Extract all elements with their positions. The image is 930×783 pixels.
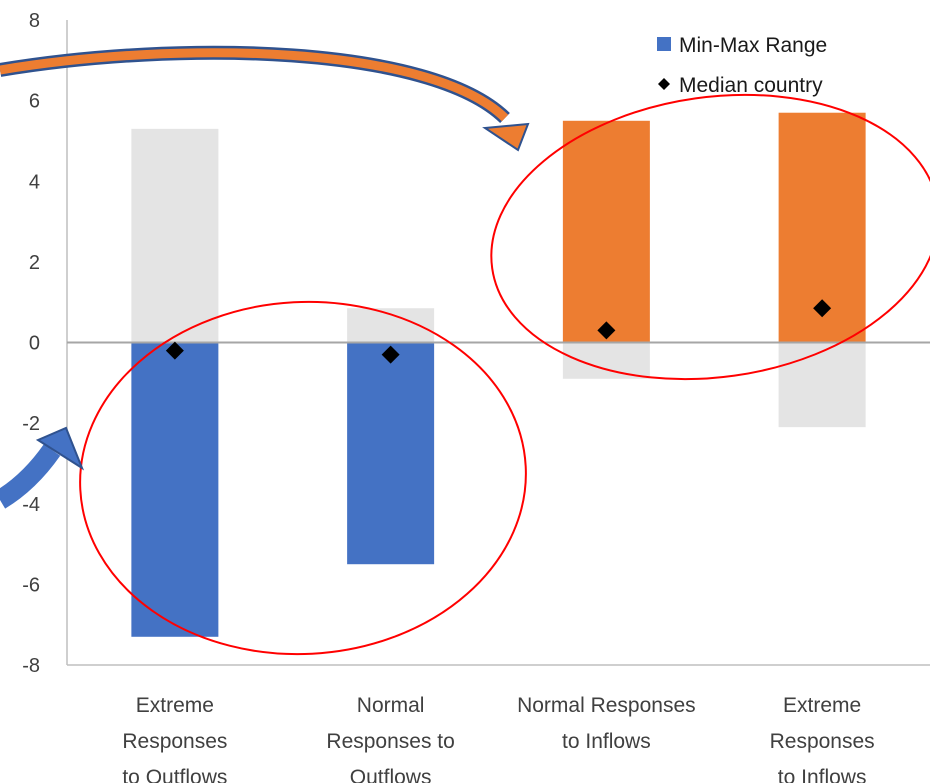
range-bar-grey bbox=[778, 342, 866, 428]
category-label: Responses to bbox=[326, 730, 454, 753]
category-label: to Inflows bbox=[562, 730, 651, 753]
category-label: Extreme bbox=[783, 694, 861, 717]
y-tick-label: -4 bbox=[22, 494, 40, 516]
legend-swatch-min-max bbox=[657, 37, 671, 51]
legend-swatch-median bbox=[658, 78, 670, 90]
curved-arrow-right-body bbox=[0, 48, 509, 122]
category-label: Responses bbox=[770, 730, 875, 753]
range-bar-grey bbox=[131, 128, 219, 343]
min-max-bar bbox=[347, 342, 435, 565]
red-ellipse-inflows bbox=[490, 93, 930, 381]
category-label: Outflows bbox=[350, 766, 432, 783]
curved-arrow-left-head bbox=[35, 426, 85, 471]
median-marker bbox=[813, 299, 832, 318]
median-marker bbox=[597, 321, 616, 340]
category-label: Normal Responses bbox=[517, 694, 696, 717]
category-label: Extreme bbox=[136, 694, 214, 717]
curved-arrow-right-head bbox=[482, 122, 530, 152]
y-tick-label: 6 bbox=[29, 91, 40, 113]
y-tick-label: 0 bbox=[29, 333, 40, 355]
min-max-bar bbox=[131, 342, 219, 637]
category-label: to Inflows bbox=[778, 766, 867, 783]
category-label: Responses bbox=[122, 730, 227, 753]
red-ellipse-outflows bbox=[79, 300, 527, 656]
y-tick-label: -8 bbox=[22, 655, 40, 677]
y-tick-label: -2 bbox=[22, 413, 40, 435]
category-label: Normal bbox=[357, 694, 425, 717]
median-marker bbox=[165, 341, 184, 360]
range-bar-grey bbox=[562, 342, 650, 379]
y-tick-label: -6 bbox=[22, 574, 40, 596]
y-tick-label: 2 bbox=[29, 252, 40, 274]
y-tick-label: 4 bbox=[29, 171, 40, 193]
curved-arrow-left-body bbox=[0, 444, 61, 509]
y-tick-label: 8 bbox=[29, 10, 40, 32]
legend-label-median: Median country bbox=[679, 74, 823, 97]
legend-label-min-max: Min-Max Range bbox=[679, 34, 827, 57]
category-label: to Outflows bbox=[122, 766, 227, 783]
min-max-bar bbox=[562, 120, 650, 343]
median-marker bbox=[381, 345, 400, 364]
